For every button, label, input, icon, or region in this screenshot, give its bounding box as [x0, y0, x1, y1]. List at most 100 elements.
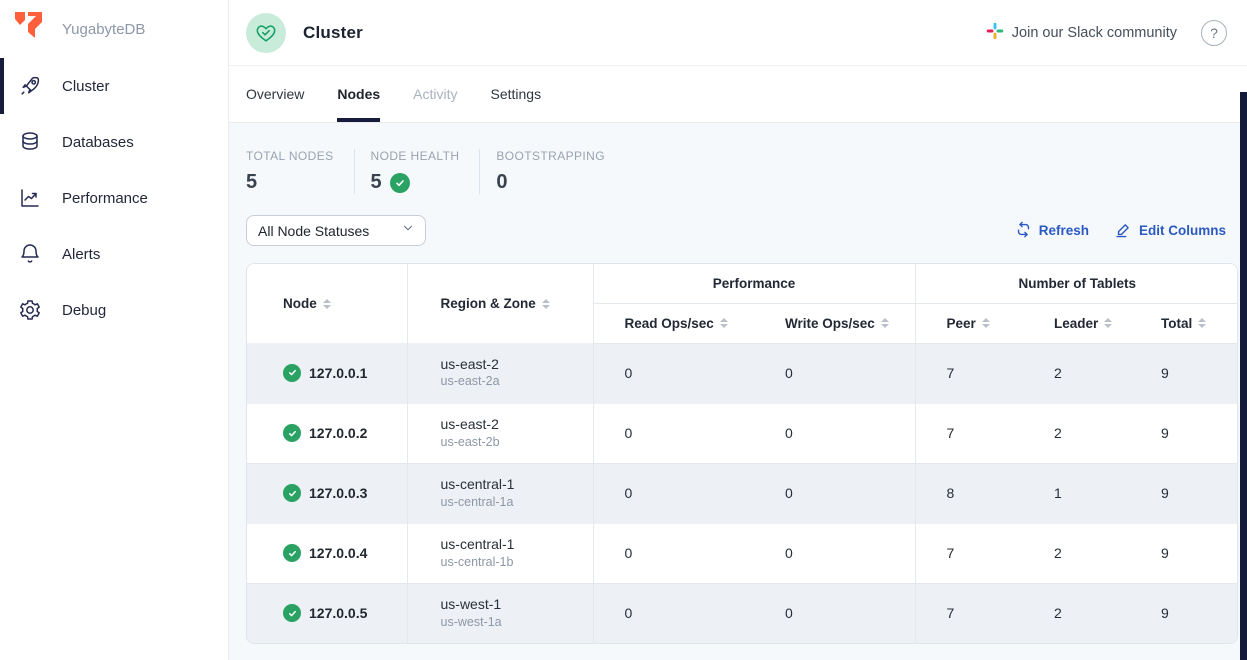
column-header-read-ops[interactable]: Read Ops/sec — [593, 303, 754, 344]
refresh-button[interactable]: Refresh — [1015, 221, 1089, 241]
stat-label: BOOTSTRAPPING — [496, 149, 605, 163]
sidebar-item-cluster[interactable]: Cluster — [0, 58, 228, 114]
column-header-peer[interactable]: Peer — [915, 303, 1024, 344]
node-ip: 127.0.0.5 — [309, 605, 368, 622]
column-header-leader[interactable]: Leader — [1023, 303, 1131, 344]
stat-label: NODE HEALTH — [370, 149, 460, 163]
write-ops: 0 — [754, 522, 916, 583]
check-circle-icon — [389, 172, 410, 193]
stats-row: TOTAL NODES 5 NODE HEALTH 5 BOOTSTR — [246, 149, 1238, 194]
total-tablets: 9 — [1130, 582, 1237, 643]
join-slack-link[interactable]: Join our Slack community — [986, 22, 1177, 44]
help-button[interactable]: ? — [1201, 19, 1227, 46]
node-healthy-icon — [283, 484, 301, 502]
sidebar-item-alerts[interactable]: Alerts — [0, 226, 228, 282]
write-ops: 0 — [754, 402, 916, 463]
read-ops: 0 — [593, 402, 754, 463]
column-header-write-ops[interactable]: Write Ops/sec — [754, 303, 916, 344]
topbar-actions: Join our Slack community ? — [986, 19, 1227, 46]
sort-icon — [719, 318, 728, 328]
edit-columns-label: Edit Columns — [1139, 223, 1226, 238]
table-row[interactable]: 127.0.0.2 us-east-2 us-east-2b 0 0 7 2 9 — [247, 402, 1237, 463]
refresh-label: Refresh — [1038, 223, 1089, 238]
sidebar-item-label: Performance — [62, 189, 148, 207]
read-ops: 0 — [593, 462, 754, 523]
region: us-west-1 — [440, 596, 502, 613]
leader-tablets: 2 — [1023, 522, 1131, 583]
stat-value: 5 — [246, 171, 258, 193]
table-row[interactable]: 127.0.0.4 us-central-1 us-central-1b 0 0 … — [247, 522, 1237, 583]
sidebar: YugabyteDB Cluster — [0, 0, 229, 660]
node-healthy-icon — [283, 604, 301, 623]
leader-tablets: 2 — [1023, 343, 1131, 403]
peer-tablets: 7 — [915, 582, 1024, 643]
leader-tablets: 2 — [1023, 402, 1131, 463]
zone: us-west-1a — [440, 614, 502, 629]
group-header-performance: Performance — [593, 264, 916, 304]
slack-icon — [986, 22, 1004, 44]
column-header-region-zone[interactable]: Region & Zone — [407, 264, 594, 343]
table-row[interactable]: 127.0.0.1 us-east-2 us-east-2a 0 0 7 2 9 — [247, 343, 1237, 403]
pencil-icon — [1115, 221, 1132, 241]
node-ip: 127.0.0.1 — [309, 364, 368, 381]
node-status-dropdown-value: All Node Statuses — [258, 222, 370, 239]
peer-tablets: 7 — [915, 402, 1024, 463]
brand-name: YugabyteDB — [62, 20, 146, 38]
group-header-tablets: Number of Tablets — [915, 264, 1237, 304]
zone: us-central-1a — [440, 494, 514, 509]
question-mark-icon: ? — [1210, 24, 1218, 41]
node-ip: 127.0.0.2 — [309, 425, 368, 441]
peer-tablets: 8 — [915, 462, 1024, 523]
node-healthy-icon — [283, 363, 301, 382]
read-ops: 0 — [593, 522, 754, 583]
tab-bar: Overview Nodes Activity Settings — [229, 66, 1247, 123]
region: us-east-2 — [440, 355, 499, 372]
leader-tablets: 2 — [1023, 582, 1131, 643]
read-ops: 0 — [593, 343, 754, 403]
tab-overview[interactable]: Overview — [246, 86, 305, 102]
rocket-icon — [18, 74, 42, 98]
column-header-node[interactable]: Node — [247, 264, 408, 343]
leader-tablets: 1 — [1023, 462, 1131, 523]
nodes-table-card: Node Region & Zone Performance Number o — [246, 263, 1238, 644]
line-chart-icon — [18, 186, 42, 210]
tab-settings[interactable]: Settings — [490, 86, 542, 102]
peer-tablets: 7 — [915, 343, 1024, 403]
node-ip: 127.0.0.4 — [309, 545, 368, 561]
table-row[interactable]: 127.0.0.3 us-central-1 us-central-1a 0 0 … — [247, 462, 1237, 523]
sidebar-item-databases[interactable]: Databases — [0, 114, 228, 170]
sidebar-item-label: Cluster — [62, 77, 110, 95]
node-ip: 127.0.0.3 — [309, 485, 368, 501]
edit-columns-button[interactable]: Edit Columns — [1115, 221, 1226, 241]
read-ops: 0 — [593, 582, 754, 643]
node-healthy-icon — [283, 424, 301, 442]
region: us-east-2 — [440, 416, 499, 433]
tab-nodes[interactable]: Nodes — [337, 66, 381, 122]
stat-value: 0 — [496, 171, 508, 193]
vertical-scrollbar[interactable] — [1240, 92, 1247, 660]
write-ops: 0 — [754, 343, 916, 403]
stat-label: TOTAL NODES — [246, 149, 334, 163]
nodes-content: TOTAL NODES 5 NODE HEALTH 5 BOOTSTR — [229, 123, 1247, 660]
stat-total-nodes: TOTAL NODES 5 — [246, 149, 354, 194]
peer-tablets: 7 — [915, 522, 1024, 583]
bell-icon — [18, 242, 42, 266]
sidebar-item-debug[interactable]: Debug — [0, 282, 228, 338]
node-status-dropdown[interactable]: All Node Statuses — [246, 215, 426, 246]
join-slack-label: Join our Slack community — [1011, 24, 1177, 41]
write-ops: 0 — [754, 582, 916, 643]
refresh-icon — [1015, 221, 1032, 241]
total-tablets: 9 — [1130, 343, 1237, 403]
total-tablets: 9 — [1130, 402, 1237, 463]
stat-value: 5 — [370, 171, 382, 193]
sort-icon — [541, 298, 550, 309]
stat-bootstrapping: BOOTSTRAPPING 0 — [479, 149, 625, 194]
tab-activity[interactable]: Activity — [413, 86, 458, 102]
column-header-total[interactable]: Total — [1130, 303, 1237, 344]
table-row[interactable]: 127.0.0.5 us-west-1 us-west-1a 0 0 7 2 9 — [247, 582, 1237, 643]
sidebar-item-performance[interactable]: Performance — [0, 170, 228, 226]
region: us-central-1 — [440, 536, 515, 553]
sort-icon — [1104, 318, 1113, 328]
sidebar-item-label: Alerts — [62, 245, 101, 263]
